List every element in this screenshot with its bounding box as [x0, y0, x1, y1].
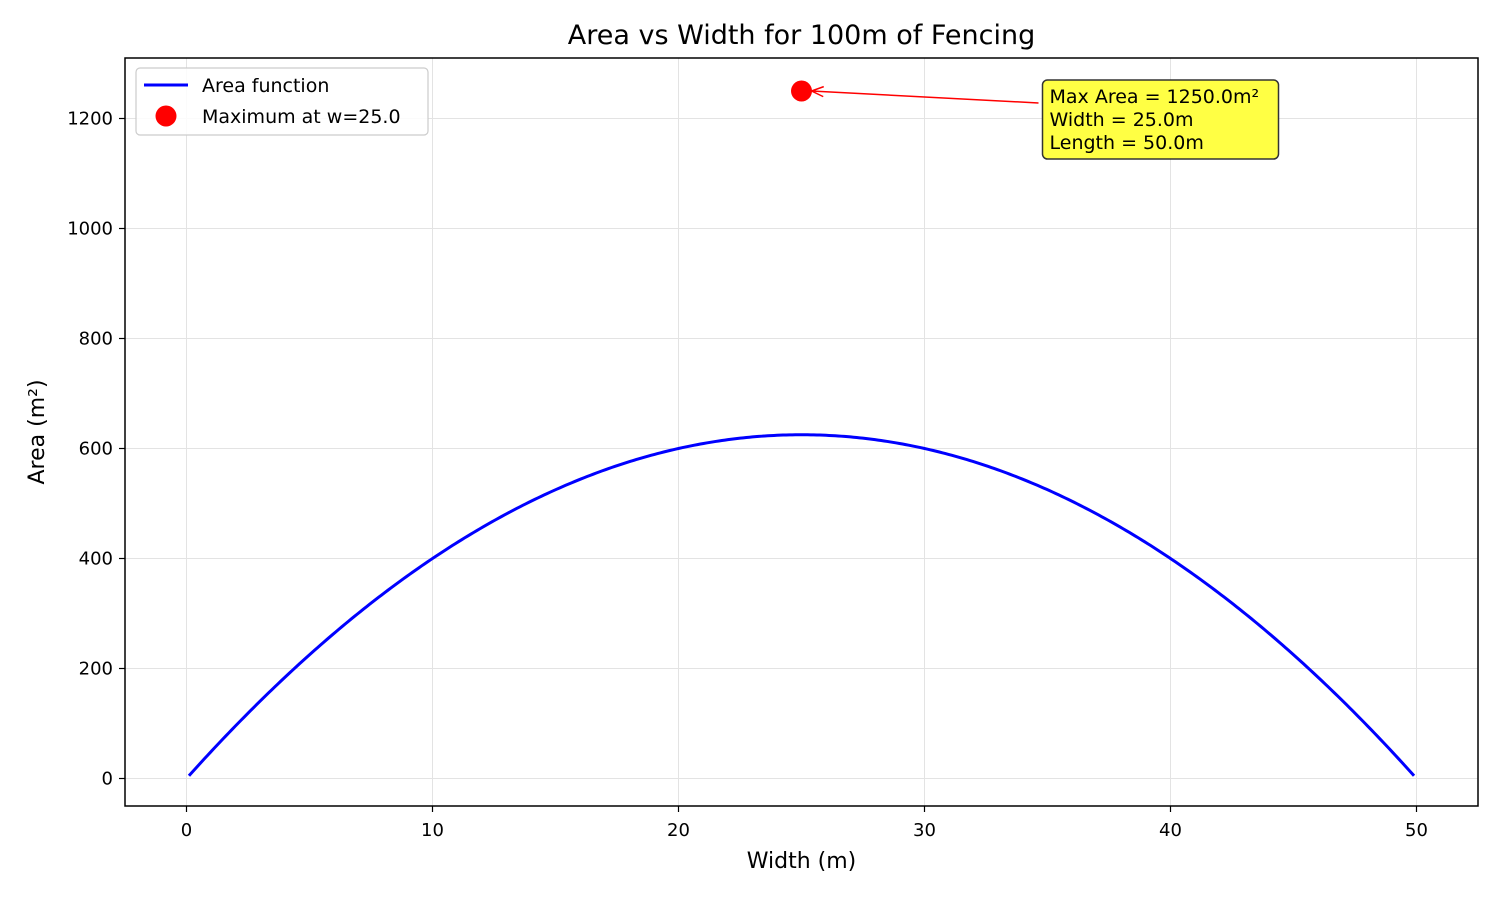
y-tick-label: 200: [79, 659, 113, 680]
x-tick-label: 40: [1159, 820, 1182, 841]
annotation-line: Max Area = 1250.0m²: [1050, 86, 1260, 108]
chart-title: Area vs Width for 100m of Fencing: [568, 20, 1035, 51]
x-tick-label: 10: [421, 820, 444, 841]
y-tick-label: 600: [79, 439, 113, 460]
x-axis-label: Width (m): [747, 849, 857, 874]
y-tick-label: 800: [79, 329, 113, 350]
area-function-line: [187, 433, 1416, 777]
annotation-line: Width = 25.0m: [1050, 109, 1194, 131]
legend-entry-area-function: Area function: [202, 75, 329, 97]
y-tick-label: 1000: [67, 219, 113, 240]
legend-entry-maximum: Maximum at w=25.0: [202, 106, 401, 128]
maximum-point: [791, 80, 812, 102]
grid: [125, 58, 1478, 806]
marker-layer: [791, 80, 812, 102]
annotation-arrowhead: [809, 85, 824, 98]
plot-frame: [124, 57, 1479, 807]
x-tick-label: 30: [913, 820, 936, 841]
legend-marker-swatch: [155, 105, 177, 127]
x-tick-label: 0: [181, 820, 192, 841]
annotation-arrow: [811, 90, 1039, 104]
x-tick-label: 50: [1405, 820, 1428, 841]
legend-frame: [135, 67, 429, 136]
y-tick-label: 0: [102, 769, 113, 790]
y-tick-label: 400: [79, 549, 113, 570]
y-axis-label: Area (m²): [25, 379, 50, 484]
legend: Area function Maximum at w=25.0: [135, 67, 429, 136]
ticks: 0 10 20 30 40 50 0 200 400 600 800 1000 1200: [67, 109, 1428, 842]
series-layer: [187, 433, 1416, 777]
y-tick-label: 1200: [67, 109, 113, 130]
annotation-box: [1041, 79, 1280, 160]
annotation-line: Length = 50.0m: [1050, 132, 1204, 154]
x-tick-label: 20: [667, 820, 690, 841]
